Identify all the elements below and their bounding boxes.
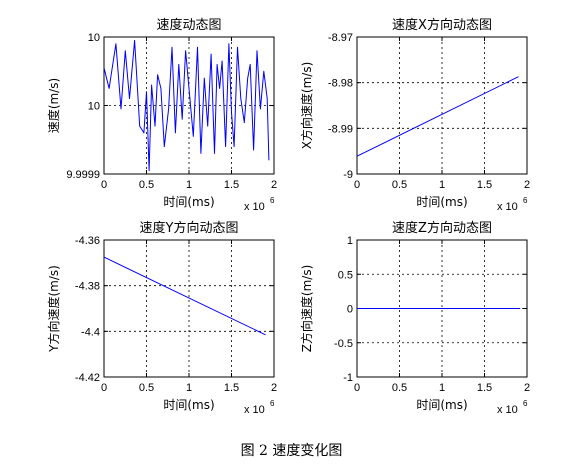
- x-tick-label: 2: [271, 382, 277, 394]
- x-tick-label: 1.5: [224, 382, 239, 394]
- y-tick-label: -4.38: [75, 281, 100, 293]
- x-tick-label: 1.5: [224, 179, 239, 191]
- y-tick-label: -4.4: [81, 326, 100, 338]
- series-line-1: [356, 76, 519, 157]
- y-tick-label: -9: [343, 169, 353, 181]
- x-exponent-power: 6: [270, 399, 275, 408]
- x-tick-label: 1: [186, 382, 192, 394]
- x-exponent-label: x 10: [244, 404, 265, 416]
- y-axis-label: X方向速度(m/s): [299, 62, 314, 150]
- y-tick-label: -4.42: [75, 372, 100, 384]
- x-tick-label: 0: [354, 382, 360, 394]
- x-axis-label: 时间(ms): [416, 398, 467, 412]
- x-tick-label: 0.5: [139, 179, 154, 191]
- x-axis-label: 时间(ms): [416, 195, 467, 209]
- y-tick-label: -8.99: [328, 123, 353, 135]
- chart-title: 速度X方向动态图: [392, 17, 492, 33]
- x-tick-label: 0.5: [392, 179, 407, 191]
- y-axis-label: Y方向速度(m/s): [46, 265, 61, 353]
- x-exponent-power: 6: [523, 196, 528, 205]
- x-axis-label: 时间(ms): [163, 195, 214, 209]
- y-tick-label: -8.97: [328, 32, 353, 44]
- x-exponent-label: x 10: [244, 201, 265, 213]
- y-axis-label: Z方向速度(m/s): [299, 265, 314, 353]
- x-axis-label: 时间(ms): [163, 398, 214, 412]
- x-tick-label: 0: [354, 179, 360, 191]
- y-tick-label: -0.5: [334, 338, 353, 350]
- y-axis-label: 速度(m/s): [46, 78, 61, 133]
- x-exponent-label: x 10: [497, 201, 518, 213]
- series-line-1: [103, 39, 270, 172]
- y-tick-label: -8.98: [328, 78, 353, 90]
- x-tick-label: 2: [271, 179, 277, 191]
- x-tick-label: 1: [439, 382, 445, 394]
- chart-title: 速度动态图: [156, 17, 221, 33]
- figure-caption: 图 2 速度变化图: [240, 443, 343, 459]
- y-tick-label: 0.5: [338, 269, 353, 281]
- y-tick-label: 10: [88, 32, 100, 44]
- x-tick-label: 1: [186, 179, 192, 191]
- x-tick-label: 1.5: [477, 382, 492, 394]
- y-tick-label: -4.36: [75, 235, 100, 247]
- chart-title: 速度Y方向动态图: [140, 220, 239, 236]
- x-tick-label: 0: [101, 179, 107, 191]
- series-line-1: [103, 256, 266, 336]
- subplot-3: 0 0.5 1 1.5 2 -4.36 -4.38 -4.4 -4.42 速度Y方向动态图时间(m…: [46, 220, 277, 416]
- x-tick-label: 1.5: [477, 179, 492, 191]
- x-tick-label: 0: [101, 382, 107, 394]
- chart-title: 速度Z方向动态图: [392, 220, 492, 236]
- y-tick-label: 0: [347, 304, 353, 316]
- x-tick-label: 0.5: [392, 382, 407, 394]
- x-tick-label: 2: [524, 179, 530, 191]
- x-tick-label: 1: [439, 179, 445, 191]
- subplot-2: 0 0.5 1 1.5 2 -8.97 -8.98 -8.99 -9 速度X方向动态图时间(ms)…: [299, 17, 530, 213]
- y-tick-label: 9.9999: [66, 169, 100, 181]
- y-tick-label: 1: [347, 235, 353, 247]
- x-exponent-power: 6: [523, 399, 528, 408]
- y-tick-label: 10: [88, 101, 100, 113]
- x-tick-label: 2: [524, 382, 530, 394]
- x-tick-label: 0.5: [139, 382, 154, 394]
- y-tick-label: -1: [343, 372, 353, 384]
- x-exponent-power: 6: [270, 196, 275, 205]
- x-exponent-label: x 10: [497, 404, 518, 416]
